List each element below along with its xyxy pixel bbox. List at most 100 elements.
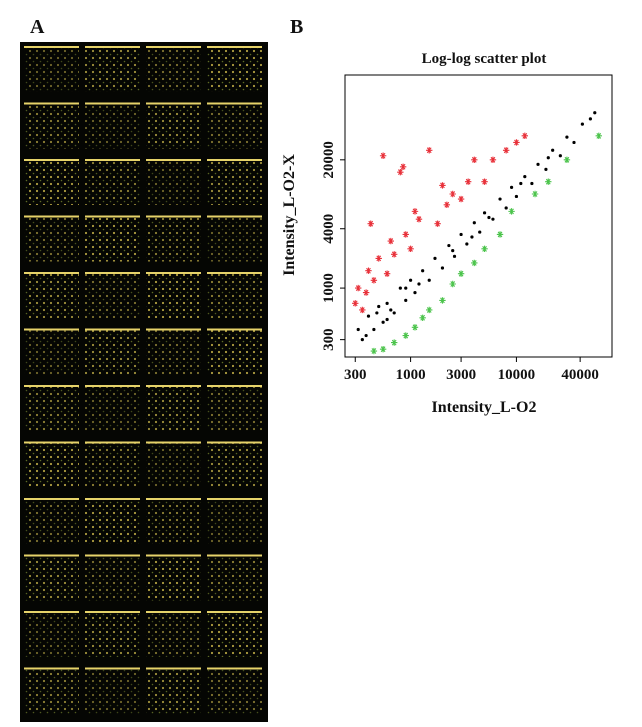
microarray-image bbox=[20, 42, 268, 722]
array-header bbox=[207, 102, 262, 105]
array-header bbox=[85, 667, 140, 670]
point bbox=[375, 311, 379, 315]
point bbox=[530, 181, 534, 186]
x-tick-label: 1000 bbox=[396, 367, 426, 383]
point bbox=[370, 277, 378, 284]
point bbox=[397, 168, 404, 176]
array-header bbox=[85, 46, 140, 48]
array-block bbox=[24, 159, 79, 205]
array-header bbox=[24, 46, 79, 48]
array-block bbox=[207, 159, 262, 205]
point bbox=[362, 289, 370, 296]
array-block bbox=[24, 611, 79, 657]
point bbox=[502, 147, 510, 154]
array-block bbox=[207, 46, 262, 92]
array-block bbox=[85, 272, 140, 318]
point bbox=[375, 255, 382, 262]
array-header bbox=[24, 385, 79, 387]
array-block bbox=[85, 611, 140, 657]
point bbox=[565, 135, 569, 139]
chart-title: Log-log scatter plot bbox=[422, 51, 547, 67]
array-header bbox=[85, 385, 140, 387]
array-header bbox=[85, 554, 140, 557]
point bbox=[551, 148, 555, 152]
array-header bbox=[207, 215, 262, 218]
array-block bbox=[146, 159, 201, 205]
array-block bbox=[146, 385, 201, 431]
point bbox=[504, 206, 508, 210]
array-block bbox=[85, 498, 140, 544]
point bbox=[457, 195, 465, 203]
point bbox=[402, 332, 409, 339]
point bbox=[364, 333, 368, 338]
array-block bbox=[85, 215, 140, 262]
array-header bbox=[146, 102, 201, 105]
point bbox=[580, 122, 584, 126]
y-tick-label: 300 bbox=[321, 328, 337, 351]
point bbox=[509, 185, 514, 190]
point bbox=[521, 132, 529, 140]
array-block bbox=[146, 554, 201, 601]
array-block bbox=[85, 554, 140, 601]
point bbox=[595, 132, 602, 140]
array-block bbox=[146, 611, 201, 657]
array-block bbox=[85, 328, 140, 375]
array-header bbox=[207, 159, 262, 161]
array-header bbox=[24, 272, 79, 274]
array-header bbox=[24, 498, 79, 500]
point bbox=[523, 175, 527, 179]
point bbox=[385, 317, 389, 322]
point bbox=[482, 211, 487, 215]
point bbox=[421, 269, 425, 273]
point bbox=[352, 300, 359, 307]
point bbox=[413, 290, 417, 295]
array-block bbox=[85, 385, 140, 431]
point bbox=[355, 284, 362, 292]
array-header bbox=[85, 328, 140, 331]
array-block bbox=[207, 441, 262, 488]
array-header bbox=[24, 667, 79, 670]
array-header bbox=[85, 215, 140, 218]
array-header bbox=[207, 611, 262, 613]
point bbox=[365, 267, 372, 274]
point bbox=[481, 245, 488, 253]
array-header bbox=[85, 498, 140, 500]
array-block bbox=[207, 102, 262, 149]
point bbox=[464, 178, 472, 185]
y-axis-label: Intensity_L-O2-X bbox=[281, 154, 298, 276]
point bbox=[471, 156, 478, 164]
x-axis-label: Intensity_L-O2 bbox=[432, 399, 537, 416]
array-header bbox=[207, 385, 262, 387]
point bbox=[563, 156, 571, 164]
point bbox=[408, 278, 413, 282]
array-block bbox=[207, 667, 262, 714]
array-header bbox=[146, 272, 201, 274]
point bbox=[491, 217, 495, 221]
array-block bbox=[24, 385, 79, 431]
point bbox=[513, 139, 520, 146]
point bbox=[426, 306, 433, 314]
array-header bbox=[146, 215, 201, 218]
array-header bbox=[146, 385, 201, 387]
array-header bbox=[207, 272, 262, 274]
array-block bbox=[85, 46, 140, 92]
array-block bbox=[207, 328, 262, 375]
array-header bbox=[146, 159, 201, 161]
array-header bbox=[146, 328, 201, 331]
array-block bbox=[146, 46, 201, 92]
point bbox=[356, 327, 360, 332]
array-block bbox=[24, 667, 79, 714]
array-block bbox=[24, 498, 79, 544]
plot-frame bbox=[344, 74, 613, 358]
point bbox=[398, 286, 402, 290]
point bbox=[487, 215, 491, 220]
point bbox=[404, 298, 408, 303]
array-header bbox=[24, 215, 79, 218]
point bbox=[391, 251, 398, 258]
point bbox=[451, 249, 455, 253]
point bbox=[359, 306, 366, 314]
array-block bbox=[146, 272, 201, 318]
point bbox=[419, 314, 426, 321]
array-header bbox=[24, 554, 79, 557]
array-header bbox=[24, 611, 79, 613]
